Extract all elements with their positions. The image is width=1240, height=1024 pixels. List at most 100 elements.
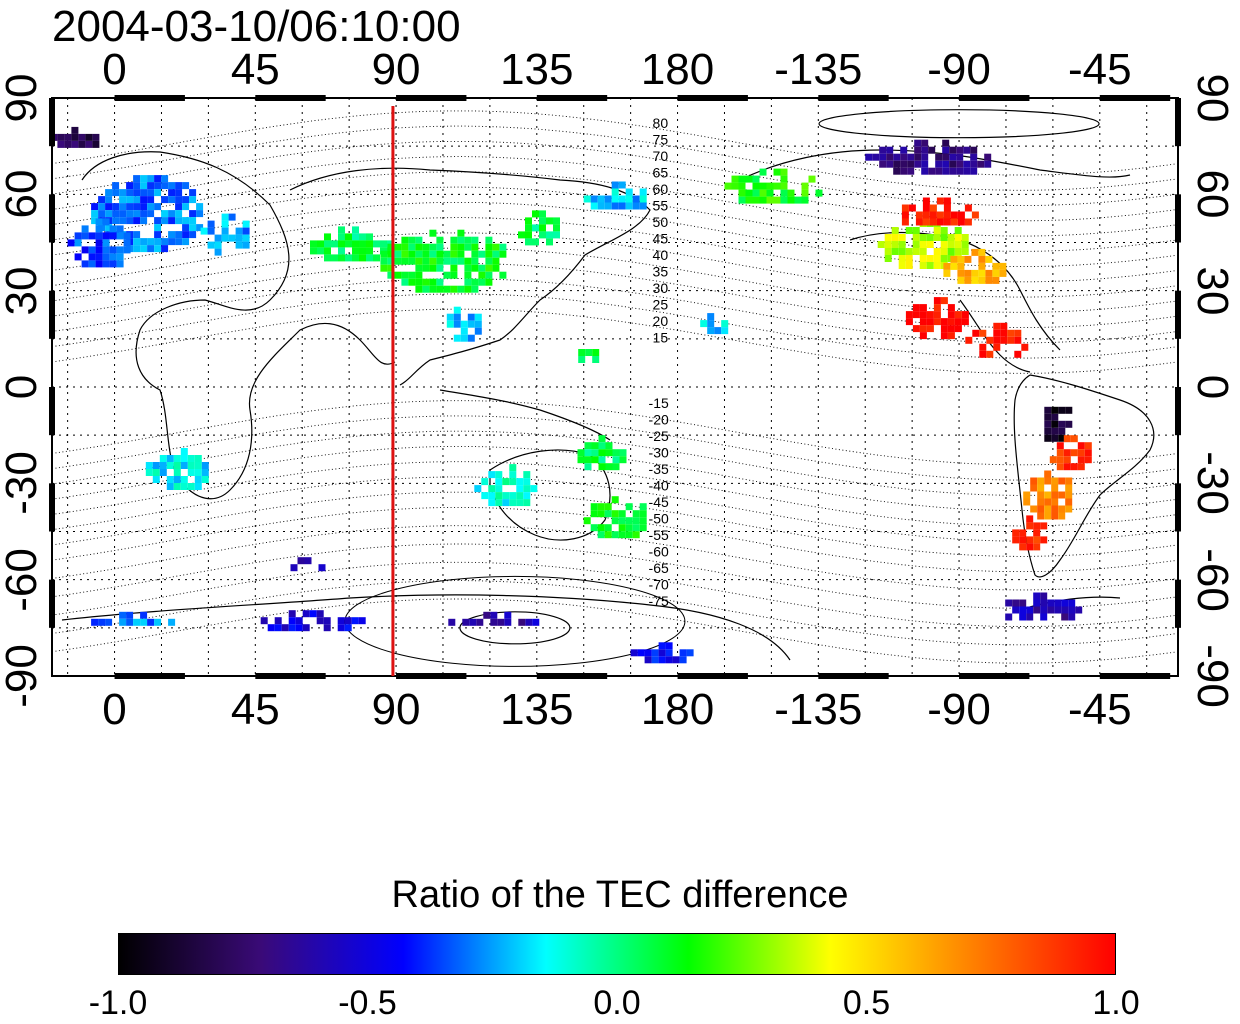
tec-cell	[189, 210, 197, 218]
tec-cell	[979, 350, 987, 358]
dip-contour	[52, 415, 1178, 481]
tec-cell	[81, 225, 89, 233]
tec-cell	[1056, 456, 1064, 464]
tec-cell	[499, 243, 507, 251]
tec-cell	[523, 485, 531, 493]
tec-cell	[502, 499, 510, 507]
tec-cell	[154, 245, 162, 253]
tec-cell	[471, 285, 479, 293]
tec-cell	[940, 318, 948, 326]
tec-cell	[618, 517, 626, 525]
tec-cell	[949, 160, 957, 168]
tec-cell	[780, 196, 788, 204]
tec-cell	[175, 203, 183, 211]
tec-cell	[485, 271, 493, 279]
tec-cell	[91, 203, 99, 211]
tick-bar-left	[49, 483, 55, 532]
tick-bar-right	[1175, 483, 1181, 532]
tec-cell	[194, 476, 202, 483]
tec-cell	[105, 203, 113, 211]
dip-label: -30	[649, 445, 669, 461]
tec-cell	[380, 250, 388, 258]
tec-cell	[133, 196, 141, 204]
tec-cell	[625, 503, 633, 511]
tec-cell	[679, 656, 687, 664]
tec-cell	[154, 175, 162, 183]
tec-cell	[815, 189, 823, 197]
dip-label: -75	[649, 593, 669, 609]
tec-cell	[352, 254, 359, 262]
tec-cell	[950, 262, 958, 270]
tec-cell	[957, 276, 965, 284]
tec-cell	[912, 325, 920, 333]
tec-cell	[893, 153, 901, 161]
dip-contour	[52, 400, 1178, 466]
tec-cell	[949, 167, 957, 175]
tec-cell	[394, 271, 402, 279]
tec-cell	[970, 153, 978, 161]
tec-cell	[926, 311, 934, 319]
tec-cell	[738, 196, 746, 204]
tec-cell	[95, 260, 103, 268]
dip-label: 60	[653, 181, 669, 197]
tec-cell	[919, 311, 927, 319]
tec-cell	[429, 243, 437, 251]
tec-cell	[992, 269, 1000, 277]
tec-cell	[891, 234, 899, 241]
tec-cell	[935, 160, 943, 168]
tec-cell	[611, 181, 619, 189]
tec-cell	[977, 160, 985, 168]
tec-cell	[436, 250, 444, 258]
lon-tick-top: 45	[230, 45, 280, 94]
tec-cell	[161, 196, 169, 204]
tec-cell	[288, 624, 296, 632]
tec-cell	[394, 257, 402, 265]
tec-cell	[1033, 529, 1041, 537]
tec-cell	[464, 285, 472, 293]
tec-cell	[679, 649, 687, 657]
tec-cell	[1051, 413, 1059, 421]
tec-cell	[1047, 599, 1055, 607]
tec-cell	[88, 253, 96, 261]
tec-cell	[147, 196, 155, 204]
tec-cell	[583, 195, 591, 203]
tec-cell	[429, 278, 437, 286]
tec-cell	[450, 257, 458, 265]
tec-cell	[450, 285, 458, 293]
tec-cell	[352, 233, 359, 241]
tec-cell	[281, 624, 289, 632]
dip-contour	[52, 561, 1178, 627]
tec-cell	[1019, 536, 1027, 544]
tec-cell	[780, 189, 788, 197]
tec-cell	[516, 485, 524, 493]
dip-label: 30	[653, 280, 669, 296]
tec-cell	[436, 257, 444, 265]
tec-cell	[123, 232, 131, 240]
tec-cell	[970, 167, 978, 175]
tec-cell	[933, 234, 941, 241]
south-pole-oval	[459, 611, 571, 645]
lat-tick-right: -60	[1188, 547, 1237, 612]
tec-cell	[168, 217, 176, 225]
tec-cell	[947, 311, 955, 319]
tec-cell	[597, 510, 605, 518]
tec-cell	[604, 531, 612, 539]
tec-cell	[152, 469, 160, 476]
tec-cell	[611, 517, 619, 525]
tec-cell	[731, 182, 739, 190]
tec-cell	[297, 557, 305, 565]
tec-cell	[196, 224, 204, 232]
north-pole-oval	[818, 109, 1100, 139]
tec-cell	[401, 278, 409, 286]
tec-cell	[91, 618, 99, 626]
tick-bar-top	[536, 95, 608, 101]
tec-cell	[140, 175, 148, 183]
lon-tick-top: 0	[102, 45, 127, 94]
tec-cell	[92, 140, 100, 148]
tec-cell	[74, 232, 82, 240]
tec-cell	[154, 182, 162, 190]
tec-cell	[98, 210, 106, 218]
tec-cell	[408, 278, 416, 286]
tec-cell	[961, 248, 969, 255]
tec-cell	[907, 160, 915, 168]
